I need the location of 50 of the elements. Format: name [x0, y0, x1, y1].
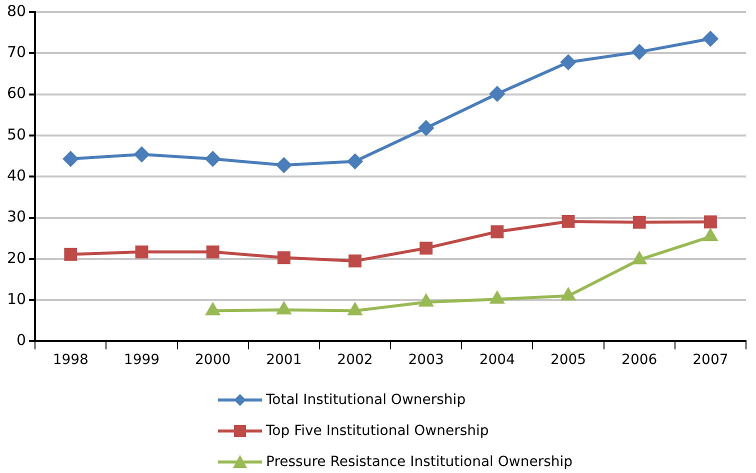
y-tick-label: 60 — [6, 84, 26, 102]
x-tick-label: 1998 — [52, 352, 88, 368]
point — [348, 154, 362, 169]
x-tick-label: 2007 — [692, 352, 728, 368]
y-tick-label: 10 — [6, 290, 26, 308]
point — [632, 216, 646, 229]
point — [632, 252, 646, 264]
y-tick-label: 50 — [6, 125, 26, 144]
point — [206, 245, 220, 258]
point — [206, 303, 220, 316]
point — [632, 44, 647, 60]
x-tick-label: 2004 — [479, 352, 516, 368]
point — [63, 151, 78, 166]
point — [490, 86, 505, 102]
point — [64, 248, 78, 261]
y-tick-label: 20 — [6, 248, 26, 267]
x-tick-label: 2000 — [194, 352, 231, 368]
point — [419, 294, 433, 307]
x-tick-label: 2006 — [622, 352, 658, 368]
x-tick-label: 1999 — [124, 352, 160, 368]
legend-label: Total Institutional Ownership — [266, 392, 466, 408]
legend-label: Top Five Institutional Ownership — [266, 422, 489, 438]
point — [348, 254, 362, 268]
point — [277, 251, 290, 264]
point — [276, 158, 292, 173]
point — [704, 215, 717, 228]
x-tick-label: 2002 — [337, 352, 373, 368]
x-tick-label: 2005 — [550, 352, 586, 368]
legend-label: Pressure Resistance Institutional Ownership — [266, 454, 573, 470]
point — [562, 288, 575, 300]
point — [560, 54, 576, 70]
point — [348, 303, 362, 316]
y-tick-label: 80 — [6, 2, 26, 20]
y-tick-label: 30 — [6, 208, 26, 226]
y-tick-label: 0 — [16, 331, 26, 350]
point — [205, 151, 220, 166]
point — [562, 215, 575, 228]
point — [704, 229, 718, 242]
x-tick-label: 2001 — [266, 352, 302, 368]
y-tick-label: 70 — [6, 43, 26, 62]
point — [702, 31, 718, 46]
x-tick-label: 2003 — [408, 352, 444, 368]
point — [418, 120, 434, 136]
point — [277, 302, 291, 314]
point — [134, 146, 150, 162]
point — [490, 225, 504, 238]
point — [490, 292, 504, 304]
point — [420, 242, 433, 255]
y-tick-label: 40 — [6, 166, 26, 184]
point — [135, 245, 148, 258]
